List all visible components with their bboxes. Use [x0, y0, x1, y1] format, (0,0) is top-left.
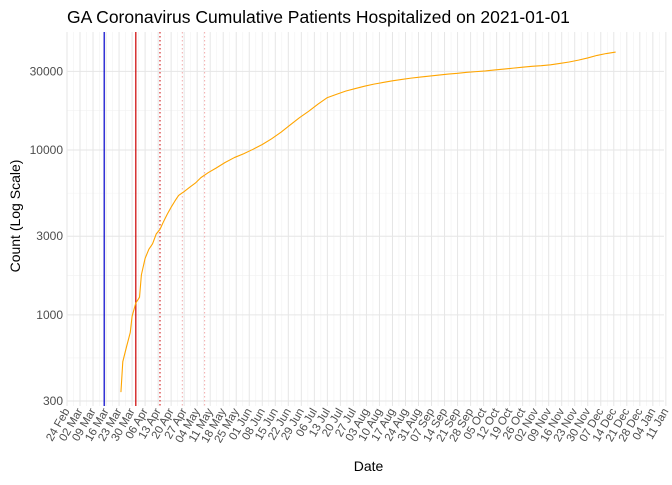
chart-title: GA Coronavirus Cumulative Patients Hospi… — [67, 7, 570, 27]
major-gridlines — [66, 32, 667, 406]
x-axis-label: Date — [354, 458, 384, 474]
series-line — [120, 51, 616, 393]
y-tick-label: 30000 — [30, 64, 64, 78]
y-axis-ticks: 300 1000 3000 10000 30000 — [30, 64, 64, 408]
y-tick-label: 300 — [43, 394, 63, 408]
reference-lines — [103, 32, 206, 406]
y-tick-label: 3000 — [36, 229, 63, 243]
y-axis-label: Count (Log Scale) — [7, 160, 23, 273]
minor-gridlines — [67, 32, 664, 406]
y-tick-label: 10000 — [30, 143, 64, 157]
series-layer — [120, 51, 616, 393]
y-tick-label: 1000 — [36, 308, 63, 322]
